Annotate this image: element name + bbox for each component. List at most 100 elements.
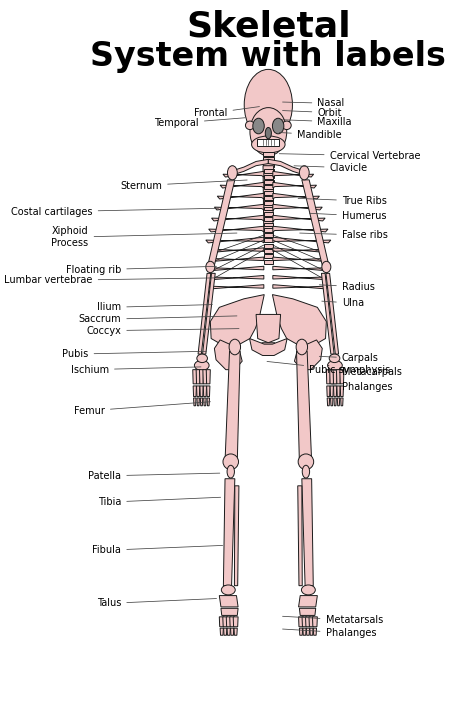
Polygon shape: [340, 370, 344, 384]
Polygon shape: [196, 370, 200, 384]
Polygon shape: [330, 386, 333, 397]
Text: Femur: Femur: [74, 402, 210, 416]
Polygon shape: [193, 370, 197, 384]
Text: Skeletal: Skeletal: [186, 10, 351, 44]
Polygon shape: [200, 386, 203, 397]
Polygon shape: [334, 398, 337, 406]
Polygon shape: [306, 628, 310, 635]
Polygon shape: [230, 617, 235, 627]
Polygon shape: [262, 343, 275, 351]
Polygon shape: [233, 617, 238, 627]
Polygon shape: [298, 486, 302, 586]
Polygon shape: [330, 370, 334, 384]
Polygon shape: [337, 370, 340, 384]
Text: Ischium: Ischium: [71, 365, 201, 375]
Polygon shape: [337, 398, 340, 406]
Bar: [263, 174, 273, 178]
Polygon shape: [208, 180, 235, 267]
Text: Sternum: Sternum: [120, 180, 247, 191]
Polygon shape: [227, 628, 230, 635]
Polygon shape: [210, 275, 264, 279]
Bar: [264, 228, 273, 232]
Text: Orbit: Orbit: [283, 107, 342, 117]
Text: Talus: Talus: [97, 599, 217, 609]
Bar: [263, 157, 273, 161]
Ellipse shape: [228, 166, 237, 180]
Polygon shape: [225, 351, 240, 461]
Polygon shape: [203, 386, 207, 397]
Ellipse shape: [298, 454, 314, 469]
Polygon shape: [220, 628, 223, 635]
Text: False ribs: False ribs: [300, 230, 388, 240]
Bar: [263, 163, 273, 167]
Polygon shape: [273, 284, 328, 289]
Polygon shape: [234, 628, 237, 635]
Polygon shape: [224, 628, 227, 635]
Ellipse shape: [197, 354, 208, 363]
Bar: [264, 238, 273, 242]
Text: Patella: Patella: [88, 471, 220, 481]
Polygon shape: [204, 398, 206, 406]
Ellipse shape: [194, 360, 209, 370]
Text: Frontal: Frontal: [194, 107, 259, 118]
Text: Nasal: Nasal: [283, 98, 345, 108]
Polygon shape: [300, 609, 316, 616]
Polygon shape: [223, 479, 235, 586]
Polygon shape: [303, 628, 306, 635]
Text: Maxilla: Maxilla: [283, 117, 352, 127]
Text: Phalanges: Phalanges: [283, 628, 376, 638]
Bar: [264, 249, 273, 253]
Text: Carpals: Carpals: [319, 353, 379, 363]
Polygon shape: [197, 386, 200, 397]
Polygon shape: [198, 273, 211, 354]
Polygon shape: [202, 273, 215, 354]
Text: Tibia: Tibia: [98, 497, 220, 507]
Polygon shape: [312, 617, 318, 627]
Polygon shape: [300, 628, 303, 635]
Text: Mandible: Mandible: [279, 129, 342, 139]
Polygon shape: [340, 386, 344, 397]
Ellipse shape: [265, 127, 272, 139]
Polygon shape: [217, 193, 264, 199]
Bar: [264, 255, 273, 258]
Polygon shape: [273, 182, 317, 188]
Text: Coccyx: Coccyx: [86, 326, 239, 336]
Ellipse shape: [223, 454, 238, 469]
Polygon shape: [249, 338, 287, 356]
Polygon shape: [206, 370, 210, 384]
Text: Radius: Radius: [319, 282, 375, 292]
Polygon shape: [302, 617, 307, 627]
Ellipse shape: [322, 262, 331, 272]
Bar: [264, 186, 273, 189]
Bar: [264, 169, 273, 173]
Ellipse shape: [328, 360, 342, 370]
Ellipse shape: [206, 262, 215, 272]
Polygon shape: [208, 284, 264, 289]
Text: Phalanges: Phalanges: [332, 383, 392, 392]
Ellipse shape: [301, 585, 315, 595]
Polygon shape: [294, 340, 322, 370]
Polygon shape: [193, 398, 196, 406]
Polygon shape: [197, 398, 200, 406]
Text: True Ribs: True Ribs: [298, 196, 387, 206]
Bar: [264, 233, 273, 237]
Polygon shape: [273, 266, 326, 270]
Bar: [264, 212, 273, 216]
Ellipse shape: [244, 70, 292, 140]
Polygon shape: [310, 628, 313, 635]
Polygon shape: [302, 479, 313, 586]
Polygon shape: [226, 617, 231, 627]
Ellipse shape: [273, 118, 284, 134]
Ellipse shape: [302, 465, 310, 478]
Polygon shape: [212, 257, 264, 262]
Bar: [263, 169, 273, 173]
Text: Ulna: Ulna: [322, 298, 364, 308]
Bar: [264, 175, 273, 178]
Bar: [264, 260, 273, 264]
Polygon shape: [206, 237, 264, 243]
Bar: [264, 196, 273, 200]
Text: Humerus: Humerus: [310, 211, 386, 221]
Text: Temporal: Temporal: [154, 118, 245, 128]
Polygon shape: [299, 617, 303, 627]
Polygon shape: [273, 237, 331, 243]
